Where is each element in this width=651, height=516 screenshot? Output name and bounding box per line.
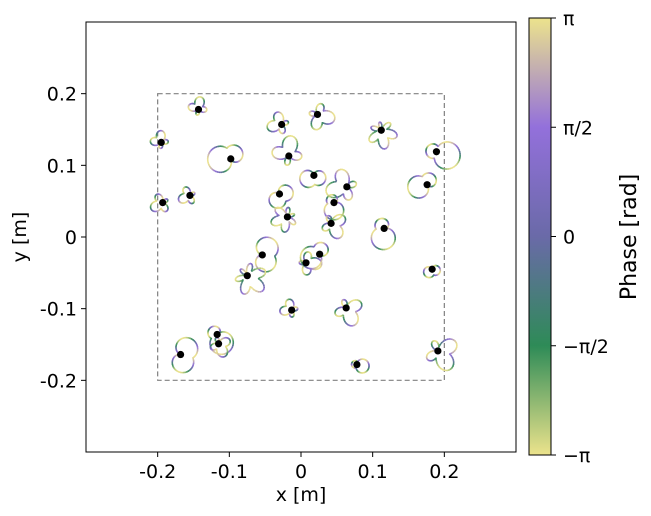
x-tick-label: 0 bbox=[295, 461, 307, 483]
source-point bbox=[213, 330, 221, 339]
source-point bbox=[327, 219, 335, 227]
directivity-lobe bbox=[425, 141, 461, 170]
source-point bbox=[342, 304, 350, 312]
source-point bbox=[302, 259, 310, 267]
plot-frame bbox=[85, 21, 517, 453]
source-point bbox=[428, 265, 436, 273]
source-point bbox=[423, 181, 431, 189]
directivity-lobe bbox=[254, 236, 279, 273]
source-point bbox=[258, 251, 266, 259]
x-axis-label: x [m] bbox=[276, 484, 327, 506]
colorbar-ticks: −π −π/2 0 π/2 π bbox=[551, 8, 609, 467]
colorbar-tick-label: π/2 bbox=[563, 117, 593, 139]
source-point bbox=[157, 138, 165, 146]
x-tick-label: 0.1 bbox=[358, 461, 388, 483]
directivity-lobe bbox=[308, 102, 336, 131]
source-point bbox=[316, 250, 324, 258]
source-point bbox=[275, 190, 284, 198]
directivity-lobe bbox=[271, 135, 303, 166]
source-point bbox=[194, 105, 203, 114]
directivity-lobe bbox=[270, 206, 297, 233]
y-axis-ticks: -0.2 -0.1 0 0.1 0.2 bbox=[40, 84, 86, 392]
directivity-lobe bbox=[268, 184, 294, 210]
source-point bbox=[330, 199, 338, 207]
source-point bbox=[288, 306, 296, 314]
x-tick-label: -0.1 bbox=[211, 461, 248, 483]
source-point bbox=[285, 152, 293, 160]
source-point bbox=[243, 272, 251, 280]
source-point bbox=[432, 148, 441, 156]
source-point bbox=[278, 120, 286, 129]
colorbar-tick-label: −π bbox=[563, 445, 590, 467]
x-tick-label: 0.2 bbox=[429, 461, 459, 483]
y-tick-label: 0.2 bbox=[47, 84, 77, 106]
source-point bbox=[283, 213, 291, 221]
boundary-box bbox=[157, 93, 445, 381]
colorbar: −π −π/2 0 π/2 π Phase [rad] bbox=[528, 8, 642, 467]
source-point bbox=[343, 183, 351, 191]
source-point bbox=[434, 347, 442, 355]
y-tick-label: -0.1 bbox=[40, 299, 77, 321]
colorbar-tick-label: −π/2 bbox=[563, 336, 609, 358]
colorbar-label: Phase [rad] bbox=[617, 174, 642, 300]
directivity-lobe bbox=[299, 169, 327, 189]
directivity-lobe bbox=[298, 251, 323, 276]
y-axis-label: y [m] bbox=[9, 212, 31, 263]
source-point bbox=[177, 350, 185, 359]
source-point bbox=[377, 126, 385, 134]
colorbar-tick-label: 0 bbox=[563, 227, 575, 249]
source-point bbox=[227, 155, 235, 163]
directivity-lobe bbox=[206, 144, 244, 174]
source-point bbox=[313, 110, 322, 119]
source-point bbox=[186, 191, 194, 200]
colorbar-gradient bbox=[528, 17, 552, 456]
y-tick-label: -0.2 bbox=[40, 370, 77, 392]
plot-area: -0.2 -0.1 0 0.1 0.2 -0.2 -0.1 0 0.1 0.2 bbox=[40, 21, 517, 483]
source-point bbox=[214, 340, 223, 348]
source-point bbox=[380, 224, 388, 232]
directivity-lobe bbox=[350, 358, 370, 374]
source-point bbox=[159, 199, 167, 207]
source-point bbox=[353, 360, 361, 369]
source-points bbox=[157, 105, 442, 369]
directivity-lobe bbox=[425, 338, 458, 372]
x-axis-ticks: -0.2 -0.1 0 0.1 0.2 bbox=[139, 452, 459, 483]
x-tick-label: -0.2 bbox=[139, 461, 176, 483]
colorbar-tick-label: π bbox=[563, 8, 574, 30]
y-tick-label: 0.1 bbox=[47, 155, 77, 177]
directivity-lobe bbox=[370, 217, 397, 251]
source-point bbox=[310, 171, 318, 179]
y-tick-label: 0 bbox=[65, 227, 77, 249]
